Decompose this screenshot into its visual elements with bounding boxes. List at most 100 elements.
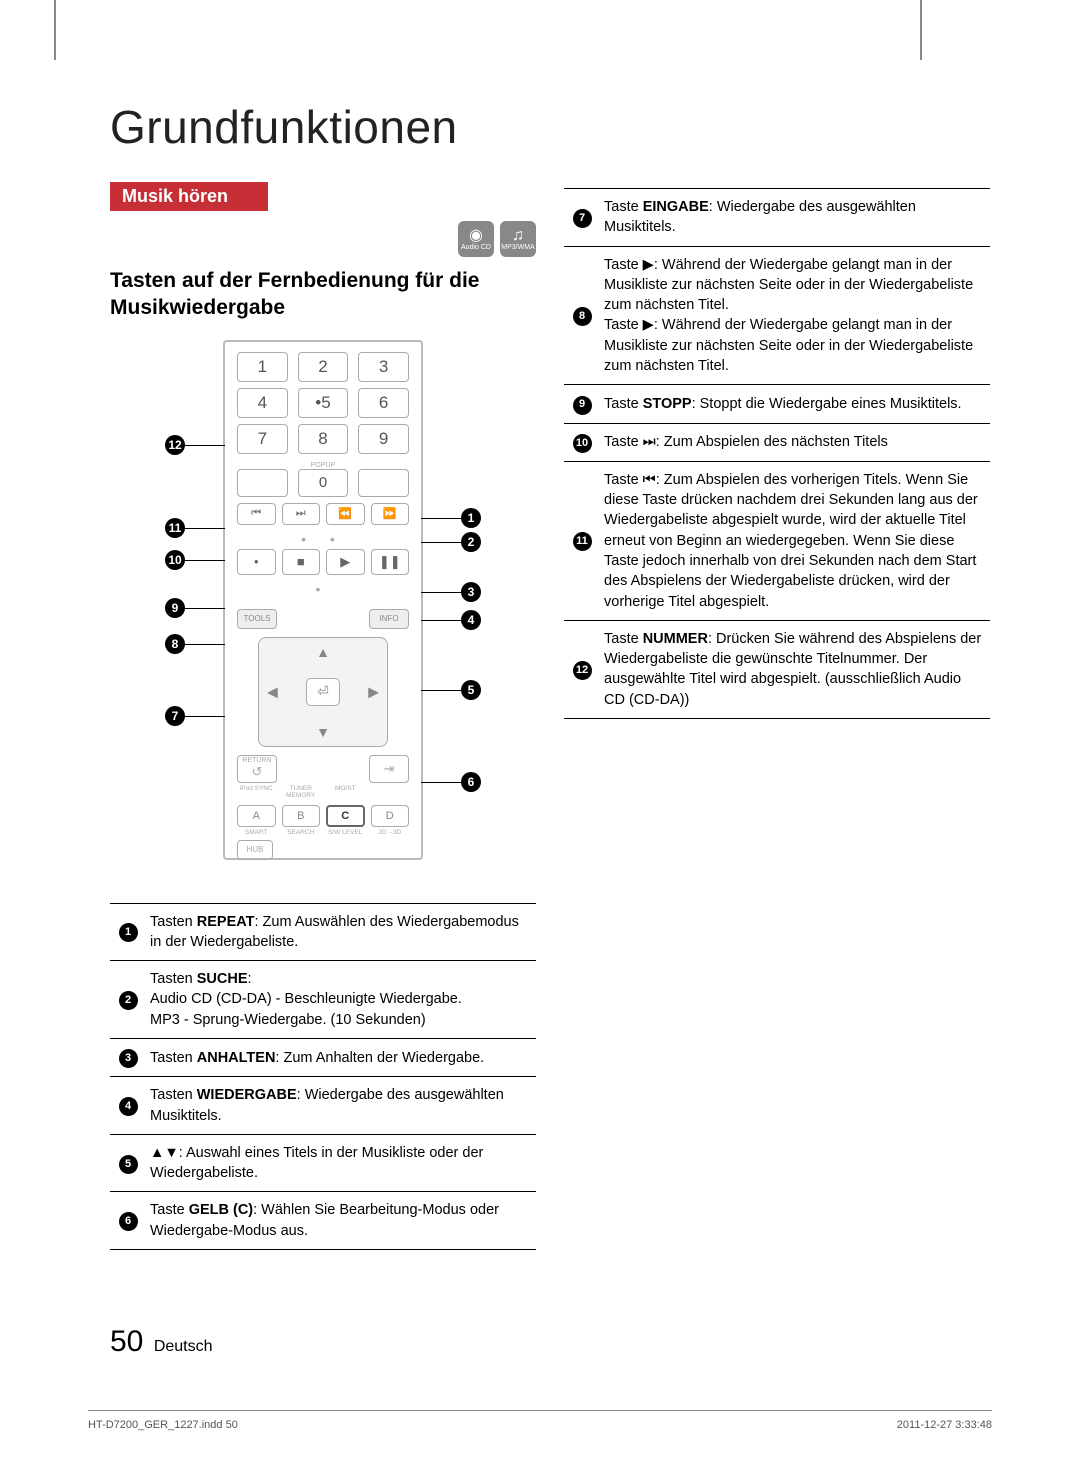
callout-10: 10: [165, 550, 185, 570]
crop-mark: [54, 0, 56, 60]
callout-lead: [421, 518, 461, 520]
color-labels: SMART SEARCH S/W LEVEL 2D→3D: [237, 829, 409, 836]
section-tab: Musik hören: [110, 182, 268, 211]
rew-btn: ⏪: [326, 503, 365, 525]
key-3: 3: [358, 352, 409, 382]
desc-text: Taste ⏭: Zum Abspielen des nächsten Tite…: [600, 423, 990, 461]
return-btn: RETURN ↺: [237, 755, 277, 783]
page-footer: 50 Deutsch: [110, 1325, 213, 1359]
key-8: 8: [298, 424, 349, 454]
desc-num: 2: [110, 961, 146, 1039]
desc-text: Tasten REPEAT: Zum Auswählen des Wiederg…: [146, 903, 536, 961]
ff-btn: ⏩: [371, 503, 410, 525]
callout-lead: [185, 560, 225, 562]
info-btn: INFO: [369, 609, 409, 629]
desc-text: Tasten WIEDERGABE: Wiedergabe des ausgew…: [146, 1077, 536, 1135]
key-0: 0: [298, 469, 349, 497]
desc-num: 4: [110, 1077, 146, 1135]
callout-lead: [185, 716, 225, 718]
desc-text: Taste GELB (C): Wählen Sie Bearbeitung-M…: [146, 1192, 536, 1250]
crop-mark: [920, 0, 922, 60]
right-column: 7Taste EINGABE: Wiedergabe des ausgewähl…: [564, 182, 990, 1250]
key-blank: [237, 469, 288, 497]
callout-lead: [421, 620, 461, 622]
left-column: Musik hören ◉ Audio CD ♫ MP3/WMA Tasten …: [110, 182, 536, 1250]
callout-lead: [185, 644, 225, 646]
desc-text: Taste NUMMER: Drücken Sie während des Ab…: [600, 620, 990, 718]
print-file: HT-D7200_GER_1227.indd 50: [88, 1419, 238, 1431]
desc-num: 8: [564, 246, 600, 385]
print-date: 2011-12-27 3:33:48: [897, 1419, 992, 1431]
hub-btn: HUB: [237, 840, 273, 860]
mp3-wma-icon: ♫ MP3/WMA: [500, 221, 536, 257]
callout-lead: [185, 528, 225, 530]
btn-a: A: [237, 805, 276, 827]
desc-row: 7Taste EINGABE: Wiedergabe des ausgewähl…: [564, 189, 990, 247]
audio-cd-icon: ◉ Audio CD: [458, 221, 494, 257]
popup-label: POPUP: [298, 462, 349, 469]
pause-btn: ❚❚: [371, 549, 410, 575]
callout-3: 3: [461, 582, 481, 602]
desc-row: 8Taste ▶: Während der Wiedergabe gelangt…: [564, 246, 990, 385]
desc-row: 5▲▼: Auswahl eines Titels in der Musikli…: [110, 1134, 536, 1192]
desc-row: 1Tasten REPEAT: Zum Auswählen des Wieder…: [110, 903, 536, 961]
desc-num: 3: [110, 1039, 146, 1077]
desc-text: Taste EINGABE: Wiedergabe des ausgewählt…: [600, 189, 990, 247]
format-icons: ◉ Audio CD ♫ MP3/WMA: [110, 221, 536, 257]
callout-lead: [185, 608, 225, 610]
btn-d: D: [371, 805, 410, 827]
play-row: • ■ ▶ ❚❚: [237, 549, 409, 575]
desc-num: 11: [564, 461, 600, 620]
next-btn: ⏭: [282, 503, 321, 525]
left-desc-table: 1Tasten REPEAT: Zum Auswählen des Wieder…: [110, 903, 536, 1250]
prev-btn: ⏮: [237, 503, 276, 525]
subtitle: Tasten auf der Fernbedienung für die Mus…: [110, 267, 536, 322]
callout-9: 9: [165, 598, 185, 618]
color-buttons: A B C D: [237, 805, 409, 827]
desc-row: 12Taste NUMMER: Drücken Sie während des …: [564, 620, 990, 718]
desc-num: 6: [110, 1192, 146, 1250]
up-arrow: ▲: [316, 644, 330, 660]
desc-row: 3Tasten ANHALTEN: Zum Anhalten der Wiede…: [110, 1039, 536, 1077]
tools-btn: TOOLS: [237, 609, 277, 629]
remote-diagram: 1 2 3 4 • 5 6 7 8 9 POPUP: [165, 340, 481, 875]
callout-6: 6: [461, 772, 481, 792]
btn-c: C: [326, 805, 365, 827]
desc-row: 10Taste ⏭: Zum Abspielen des nächsten Ti…: [564, 423, 990, 461]
dpad: ▲ ▼ ◀ ▶ ⏎: [258, 637, 388, 747]
right-desc-table: 7Taste EINGABE: Wiedergabe des ausgewähl…: [564, 188, 990, 719]
callout-7: 7: [165, 706, 185, 726]
key-blank2: [358, 469, 409, 497]
enter-btn: ⏎: [306, 678, 340, 706]
key-9: 9: [358, 424, 409, 454]
callout-1: 1: [461, 508, 481, 528]
callout-lead: [421, 782, 461, 784]
desc-text: Taste ▶: Während der Wiedergabe gelangt …: [600, 246, 990, 385]
desc-text: Tasten SUCHE:Audio CD (CD-DA) - Beschleu…: [146, 961, 536, 1039]
desc-text: ▲▼: Auswahl eines Titels in der Musiklis…: [146, 1134, 536, 1192]
key-7: 7: [237, 424, 288, 454]
desc-num: 5: [110, 1134, 146, 1192]
page-number: 50: [110, 1325, 143, 1358]
desc-num: 10: [564, 423, 600, 461]
return-exit-row: RETURN ↺ ⇥: [237, 755, 409, 783]
columns: Musik hören ◉ Audio CD ♫ MP3/WMA Tasten …: [110, 182, 990, 1250]
stop-btn: ■: [282, 549, 321, 575]
desc-text: Taste ⏮: Zum Abspielen des vorherigen Ti…: [600, 461, 990, 620]
desc-text: Tasten ANHALTEN: Zum Anhalten der Wieder…: [146, 1039, 536, 1077]
left-arrow: ◀: [267, 683, 278, 700]
desc-row: 2Tasten SUCHE:Audio CD (CD-DA) - Beschle…: [110, 961, 536, 1039]
remote-body: 1 2 3 4 • 5 6 7 8 9 POPUP: [223, 340, 423, 860]
callout-4: 4: [461, 610, 481, 630]
callout-8: 8: [165, 634, 185, 654]
exit-btn: ⇥: [369, 755, 409, 783]
callout-11: 11: [165, 518, 185, 538]
callout-lead: [185, 445, 225, 447]
key-5: • 5: [298, 388, 349, 418]
callout-lead: [421, 690, 461, 692]
callout-lead: [421, 542, 461, 544]
desc-row: 4Tasten WIEDERGABE: Wiedergabe des ausge…: [110, 1077, 536, 1135]
btn-b: B: [282, 805, 321, 827]
print-info: HT-D7200_GER_1227.indd 50 2011-12-27 3:3…: [88, 1410, 992, 1431]
right-arrow: ▶: [368, 683, 379, 700]
